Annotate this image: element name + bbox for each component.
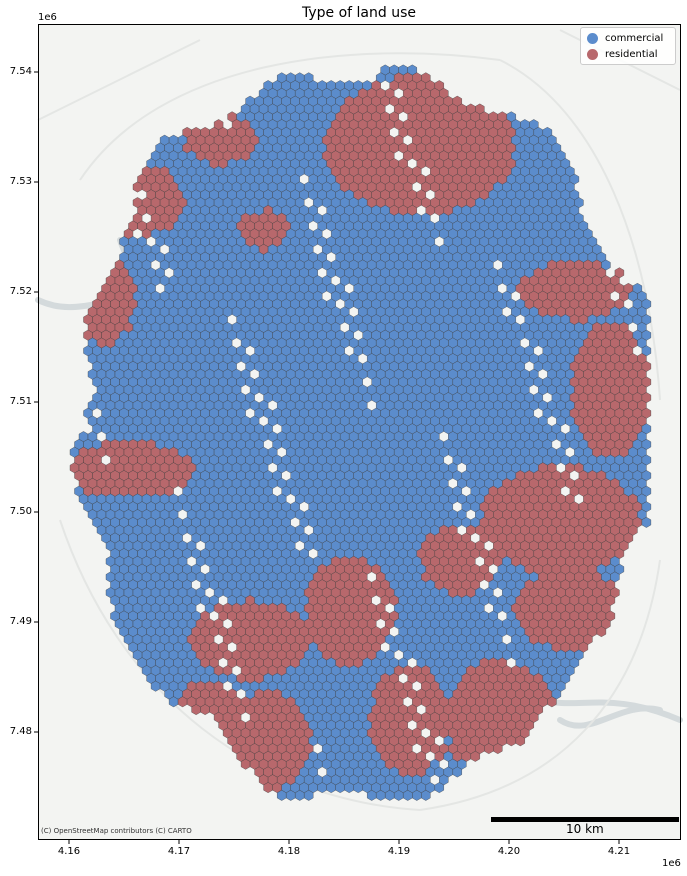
- x-tick-label: 4.18: [277, 846, 301, 857]
- legend-marker-residential: [587, 48, 598, 60]
- hexbin-layer: [69, 64, 652, 801]
- x-tick-label: 4.16: [57, 846, 81, 857]
- y-tick-label: 7.53: [9, 176, 32, 187]
- x-tick-label: 4.20: [497, 846, 521, 857]
- legend-item-residential: residential: [581, 46, 675, 62]
- road-2: [79, 52, 501, 181]
- y-tick-label: 7.50: [9, 506, 32, 517]
- map-attribution: (C) OpenStreetMap contributors (C) CARTO: [41, 827, 192, 835]
- y-tick-label: 7.52: [9, 286, 32, 297]
- map-title: Type of land use: [301, 5, 416, 21]
- y-axis-exponent: 1e6: [38, 12, 57, 23]
- y-tick-label: 7.48: [9, 726, 32, 737]
- x-tick-label: 4.17: [167, 846, 191, 857]
- legend-label-residential: residential: [605, 48, 658, 60]
- road-1: [419, 559, 661, 811]
- y-tick-label: 7.51: [9, 396, 32, 407]
- legend: commercial residential: [580, 27, 676, 65]
- road-0: [59, 519, 421, 811]
- x-tick-label: 4.21: [607, 846, 631, 857]
- road-4: [37, 39, 201, 121]
- legend-label-commercial: commercial: [605, 32, 664, 44]
- y-tick-label: 7.49: [9, 616, 32, 627]
- x-tick-label: 4.19: [387, 846, 411, 857]
- road-3: [499, 59, 661, 401]
- scale-bar-label: 10 km: [566, 822, 604, 836]
- legend-item-commercial: commercial: [581, 30, 675, 46]
- river-2: [557, 705, 663, 729]
- legend-marker-commercial: [587, 32, 598, 44]
- y-tick-label: 7.54: [9, 66, 32, 77]
- x-axis-exponent: 1e6: [662, 858, 681, 869]
